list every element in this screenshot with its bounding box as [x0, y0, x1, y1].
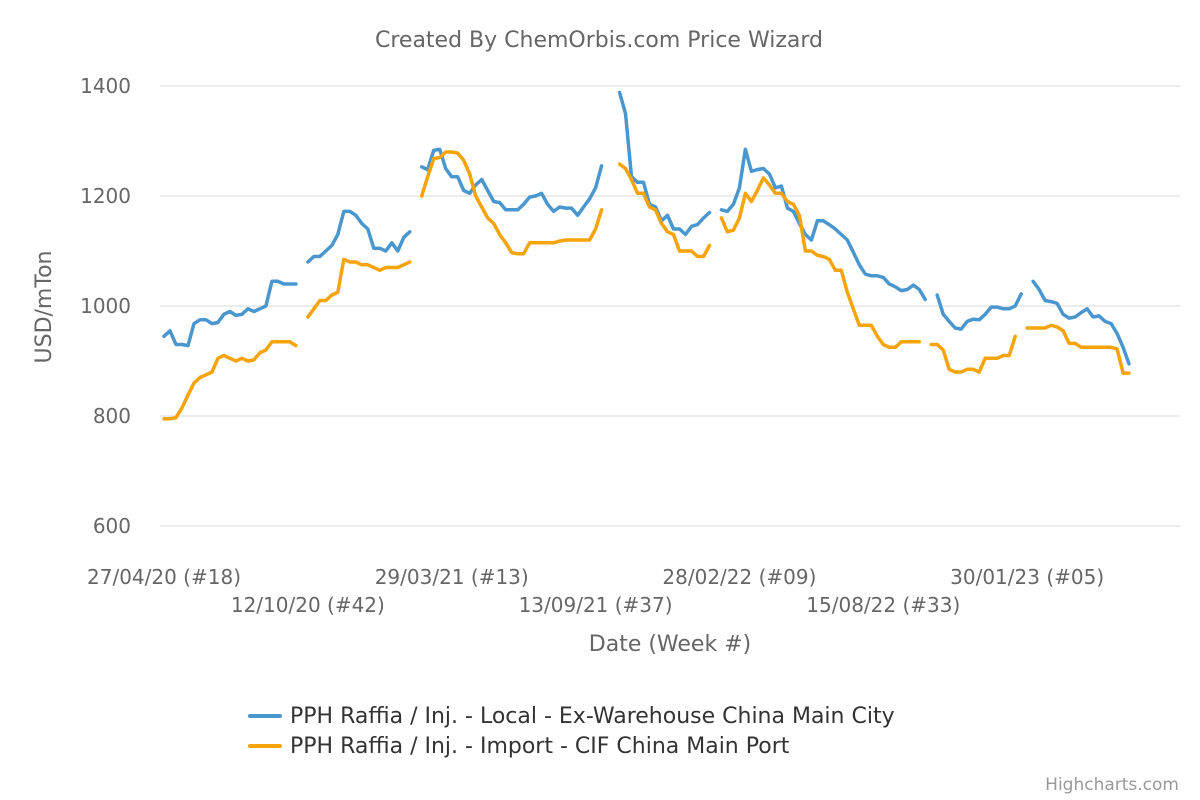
y-tick-label: 1000 — [80, 294, 131, 318]
series-line-segment — [929, 334, 1017, 374]
x-tick-label: 29/03/21 (#13) — [375, 565, 529, 589]
y-tick-label: 600 — [93, 514, 131, 538]
series-line-segment — [419, 150, 604, 256]
x-tick-label: 13/09/21 (#37) — [519, 593, 673, 617]
y-axis-tick-labels: 600 800 1000 1200 1400 — [80, 74, 131, 538]
x-tick-label: 15/08/22 (#33) — [806, 593, 960, 617]
y-tick-label: 1400 — [80, 74, 131, 98]
series-lines — [162, 90, 1131, 421]
series-import — [162, 150, 1131, 421]
legend-label-import: PPH Raffia / Inj. - Import - CIF China M… — [290, 734, 790, 759]
y-tick-label: 1200 — [80, 184, 131, 208]
series-line-segment — [1025, 323, 1131, 375]
x-tick-label: 27/04/20 (#18) — [87, 565, 241, 589]
y-gridlines — [160, 85, 1180, 527]
chart-title: Created By ChemOrbis.com Price Wizard — [375, 28, 823, 53]
series-line-segment — [306, 209, 412, 264]
series-line-segment — [719, 176, 922, 350]
y-tick-label: 800 — [93, 404, 131, 428]
series-local — [162, 90, 1131, 366]
y-axis-title: USD/mTon — [32, 251, 57, 364]
x-tick-label: 28/02/22 (#09) — [662, 565, 816, 589]
series-line-segment — [935, 292, 1023, 331]
series-line-segment — [162, 279, 298, 348]
x-axis-tick-labels: 27/04/20 (#18) 12/10/20 (#42) 29/03/21 (#1… — [87, 565, 1104, 617]
series-line-segment — [306, 257, 412, 319]
series-line-segment — [617, 162, 712, 259]
series-line-segment — [419, 147, 604, 218]
legend: PPH Raffia / Inj. - Local - Ex-Warehouse… — [248, 704, 895, 759]
series-line-segment — [719, 147, 927, 302]
series-line-segment — [617, 90, 712, 237]
legend-label-local: PPH Raffia / Inj. - Local - Ex-Warehouse… — [290, 704, 895, 729]
series-line-segment — [1031, 279, 1131, 366]
x-tick-label: 30/01/23 (#05) — [950, 565, 1104, 589]
series-line-segment — [162, 340, 298, 421]
credits-link[interactable]: Highcharts.com — [1045, 775, 1179, 795]
x-axis-title: Date (Week #) — [589, 632, 751, 657]
legend-item-local[interactable]: PPH Raffia / Inj. - Local - Ex-Warehouse… — [248, 704, 895, 729]
x-tick-label: 12/10/20 (#42) — [231, 593, 385, 617]
legend-item-import[interactable]: PPH Raffia / Inj. - Import - CIF China M… — [248, 734, 790, 759]
